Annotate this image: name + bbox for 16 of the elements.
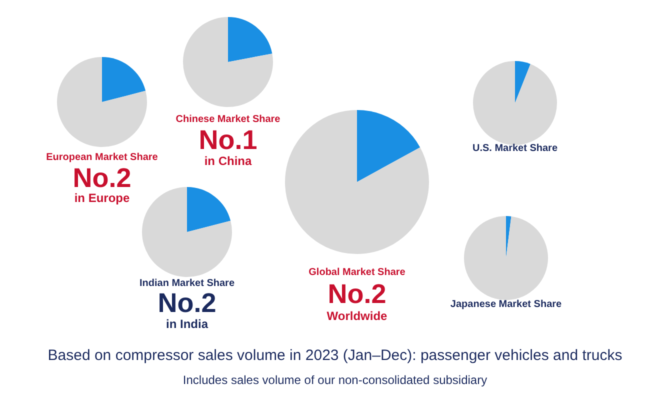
text: Japanese Market Share xyxy=(450,299,562,310)
text: No.2 xyxy=(328,279,386,309)
text: Global Market Share xyxy=(308,267,406,278)
text: European Market Share xyxy=(46,152,158,163)
text: in China xyxy=(204,154,252,168)
text: No.1 xyxy=(198,125,258,155)
text: Worldwide xyxy=(326,309,388,323)
text: Indian Market Share xyxy=(139,278,235,289)
text: Includes sales volume of our non-consolidated subsidiary xyxy=(182,373,488,387)
text: in India xyxy=(166,317,208,331)
text: Chinese Market Share xyxy=(176,114,280,125)
text: No.2 xyxy=(72,163,132,193)
text: in Europe xyxy=(74,191,130,205)
text: No.2 xyxy=(158,288,216,318)
text: U.S. Market Share xyxy=(472,143,558,154)
text: Based on compressor sales volume in 2023 (Jan–Dec): passenger vehicles and trucks xyxy=(48,347,622,364)
